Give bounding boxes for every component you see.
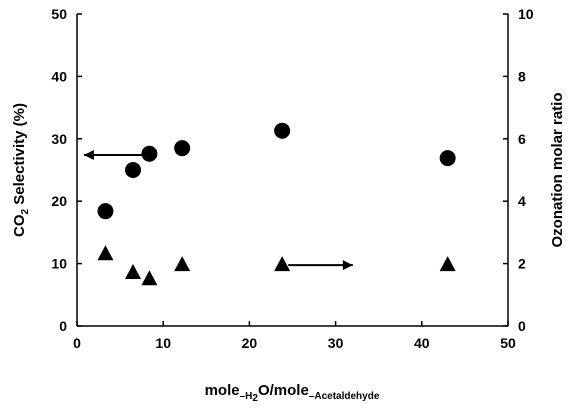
y-left-tick-label: 0 bbox=[59, 318, 67, 334]
annotations bbox=[83, 150, 353, 271]
x-tick-label: 10 bbox=[155, 335, 171, 351]
triangle-point bbox=[439, 256, 456, 272]
circle-point bbox=[439, 150, 456, 167]
y-right-axis-title: Ozonation molar ratio bbox=[549, 92, 566, 247]
annotation-arrow-head bbox=[83, 150, 94, 161]
y-right-tick-label: 0 bbox=[518, 318, 526, 334]
y-right-tick-label: 6 bbox=[518, 131, 526, 147]
y-left-tick-label: 40 bbox=[51, 68, 67, 84]
data-marks bbox=[97, 122, 456, 286]
y-left-tick-label: 50 bbox=[51, 6, 67, 22]
annotation-arrow-head bbox=[342, 260, 353, 271]
circle-point bbox=[97, 203, 114, 220]
axes bbox=[76, 14, 509, 327]
x-tick-label: 20 bbox=[242, 335, 258, 351]
x-axis-title: mole–H2O/mole–Acetaldehyde bbox=[205, 382, 380, 404]
y-left-tick-label: 10 bbox=[51, 256, 67, 272]
y-right-tick-label: 2 bbox=[518, 256, 526, 272]
circle-point bbox=[125, 162, 142, 178]
y-left-tick-label: 20 bbox=[51, 193, 67, 209]
circle-point bbox=[141, 145, 158, 162]
y-left-axis-title: CO2 Selectivity (%) bbox=[11, 103, 31, 237]
y-right-tick-label: 4 bbox=[518, 193, 526, 209]
x-tick-label: 40 bbox=[414, 335, 430, 351]
y-right-tick-label: 10 bbox=[518, 6, 534, 22]
triangle-point bbox=[174, 256, 191, 272]
x-tick-label: 50 bbox=[500, 335, 516, 351]
triangle-point bbox=[141, 270, 158, 286]
triangle-point bbox=[97, 245, 114, 261]
y-left-tick-label: 30 bbox=[51, 131, 67, 147]
circle-point bbox=[274, 122, 291, 139]
circle-point bbox=[174, 140, 191, 157]
x-tick-label: 0 bbox=[73, 335, 81, 351]
y-right-tick-label: 8 bbox=[518, 68, 526, 84]
triangle-point bbox=[125, 263, 142, 279]
triangle-point bbox=[274, 256, 291, 272]
x-tick-label: 30 bbox=[328, 335, 344, 351]
